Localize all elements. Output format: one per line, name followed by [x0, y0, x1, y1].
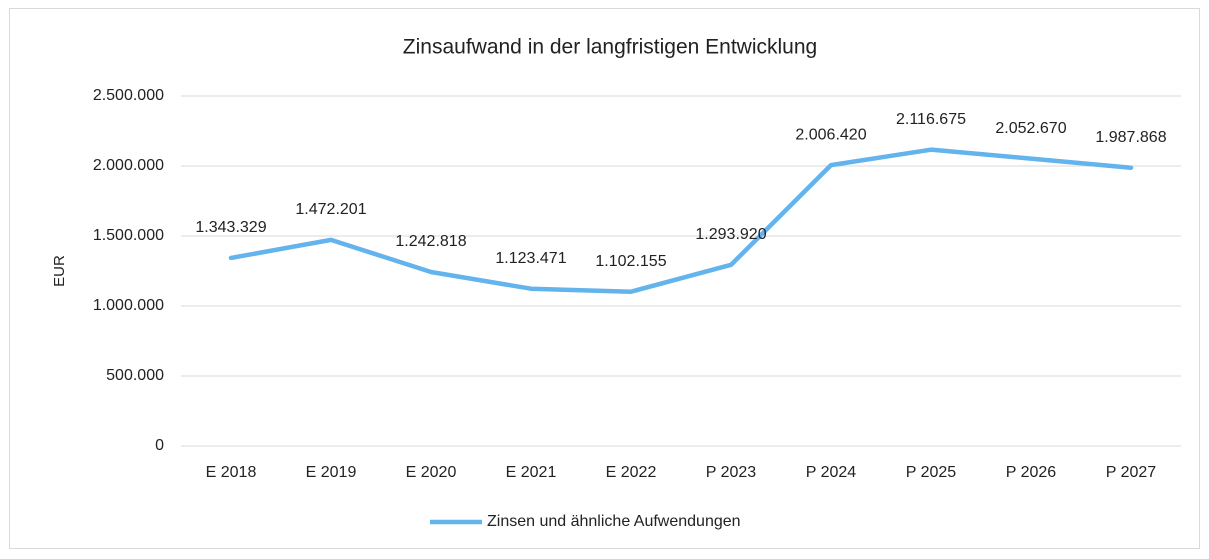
- x-tick-label: P 2025: [906, 464, 957, 481]
- data-label: 1.472.201: [295, 201, 366, 218]
- data-label: 1.987.868: [1095, 129, 1166, 146]
- x-tick-label: P 2027: [1106, 464, 1157, 481]
- data-label: 2.052.670: [995, 120, 1066, 137]
- legend-label: Zinsen und ähnliche Aufwendungen: [487, 513, 741, 530]
- data-label: 1.242.818: [395, 233, 466, 250]
- x-tick-label: E 2022: [606, 464, 657, 481]
- y-axis-label: EUR: [51, 255, 68, 287]
- x-tick-label: P 2026: [1006, 464, 1057, 481]
- data-label: 1.343.329: [195, 219, 266, 236]
- line-series: [228, 147, 1134, 294]
- data-label: 1.102.155: [595, 253, 666, 270]
- y-tick-label: 2.000.000: [93, 157, 164, 174]
- y-tick-label: 1.000.000: [93, 297, 164, 314]
- x-tick-label: P 2024: [806, 464, 857, 481]
- data-label: 2.116.675: [896, 111, 966, 128]
- y-tick-label: 500.000: [106, 367, 164, 384]
- x-tick-label: E 2021: [506, 464, 557, 481]
- y-tick-label: 0: [155, 437, 164, 454]
- x-tick-label: E 2018: [206, 464, 257, 481]
- x-tick-label: E 2020: [406, 464, 457, 481]
- chart-border: [9, 8, 1200, 549]
- data-label: 1.293.920: [695, 226, 766, 243]
- chart-title: Zinsaufwand in der langfristigen Entwick…: [403, 36, 817, 59]
- data-label: 2.006.420: [795, 126, 866, 143]
- x-tick-label: E 2019: [306, 464, 357, 481]
- data-label: 1.123.471: [495, 250, 566, 267]
- y-tick-label: 2.500.000: [93, 87, 164, 104]
- y-tick-label: 1.500.000: [93, 227, 164, 244]
- x-tick-label: P 2023: [706, 464, 757, 481]
